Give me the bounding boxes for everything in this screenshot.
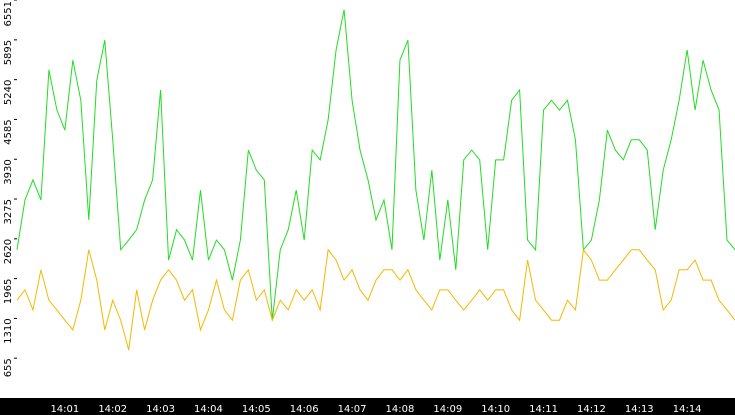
x-tick-label: 14:05 xyxy=(242,404,271,415)
x-tick-label: 14:08 xyxy=(386,404,415,415)
x-tick-label: 14:14 xyxy=(673,404,702,415)
y-tick-label: 1310 xyxy=(3,318,14,343)
y-tick-label: 5240 xyxy=(3,80,14,105)
x-tick-label: 14:07 xyxy=(338,404,367,415)
y-tick-label: 3930 xyxy=(3,159,14,184)
x-tick-label: 14:06 xyxy=(290,404,319,415)
y-tick-label: 655 xyxy=(3,358,14,377)
y-tick-label: 3275 xyxy=(3,199,14,224)
x-tick-label: 14:04 xyxy=(194,404,223,415)
y-tick-label: 6551 xyxy=(3,1,14,26)
x-tick-label: 14:10 xyxy=(481,404,510,415)
x-axis-band xyxy=(0,398,735,415)
x-tick-label: 14:02 xyxy=(98,404,127,415)
x-tick-label: 14:12 xyxy=(577,404,606,415)
series-line xyxy=(16,9,735,321)
x-tick-label: 14:13 xyxy=(625,404,654,415)
y-tick-label: 4585 xyxy=(3,119,14,144)
series-line xyxy=(16,248,735,351)
y-tick-label: 5895 xyxy=(3,40,14,65)
y-tick-label: 1965 xyxy=(3,279,14,304)
x-tick-label: 14:01 xyxy=(50,404,79,415)
x-tick-label: 14:03 xyxy=(146,404,175,415)
y-tick-label: 2620 xyxy=(3,239,14,264)
x-tick-label: 14:09 xyxy=(433,404,462,415)
x-tick-label: 14:11 xyxy=(529,404,558,415)
